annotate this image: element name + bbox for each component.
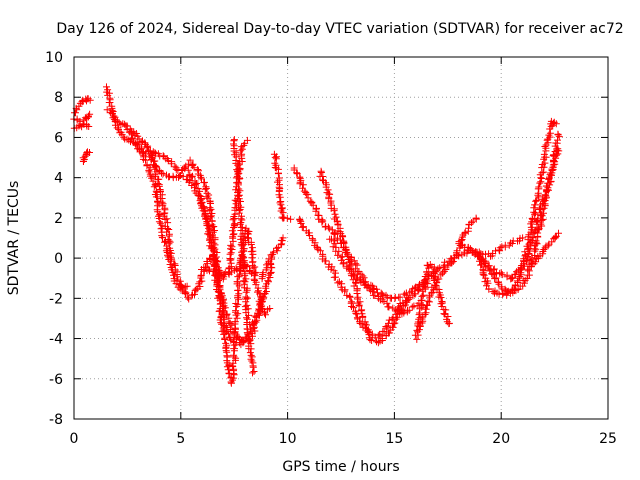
series-track-l (258, 234, 287, 283)
x-axis-label: GPS time / hours (282, 459, 399, 475)
y-tick-label: 4 (54, 171, 63, 187)
chart-title: Day 126 of 2024, Sidereal Day-to-day VTE… (56, 21, 623, 37)
y-tick-label: -2 (49, 291, 63, 307)
grid (74, 57, 608, 419)
point-marks (184, 166, 274, 387)
plot-frame (73, 56, 609, 420)
point-marks (476, 117, 560, 299)
y-tick-label: 2 (54, 211, 63, 227)
axis-ticks (73, 56, 609, 420)
point-marks (296, 215, 432, 342)
series-track-s (411, 261, 453, 343)
series-track-o (296, 215, 432, 342)
series-track-i (184, 166, 274, 387)
series-track-w (524, 229, 562, 273)
point-marks (258, 234, 287, 283)
point-marks (411, 261, 453, 343)
x-tick-label: 5 (176, 431, 185, 447)
series-track-g (122, 122, 191, 292)
y-tick-label: 10 (45, 50, 63, 66)
x-tick-label: 10 (279, 431, 297, 447)
point-marks (79, 148, 93, 165)
y-tick-labels: -8 -6 -4 -2 0 2 4 6 8 10 (45, 50, 63, 428)
x-tick-label: 15 (385, 431, 403, 447)
point-marks (524, 229, 562, 273)
x-tick-labels: 0 5 10 15 20 25 (70, 431, 617, 447)
series-track-m (270, 150, 295, 223)
series-track-v (476, 117, 560, 299)
x-tick-label: 20 (492, 431, 510, 447)
x-tick-label: 25 (599, 431, 617, 447)
point-marks (198, 259, 258, 279)
point-marks (122, 122, 191, 292)
y-tick-label: -6 (49, 372, 63, 388)
point-marks (103, 83, 276, 346)
y-tick-label: 8 (54, 90, 63, 106)
point-marks (270, 150, 295, 223)
series-track-e (103, 83, 276, 346)
series-track-j (198, 259, 258, 279)
point-marks (230, 136, 258, 377)
series-track-d (79, 148, 93, 165)
y-tick-label: -4 (49, 332, 63, 348)
y-axis-label: SDTVAR / TECUs (6, 181, 22, 296)
y-tick-label: 6 (54, 130, 63, 146)
series-track-t (455, 130, 563, 297)
series-track-p (316, 167, 412, 347)
point-marks (455, 130, 563, 297)
data-points (70, 83, 563, 387)
point-marks (316, 167, 412, 347)
series-track-k (230, 136, 258, 377)
y-tick-label: -8 (49, 412, 63, 428)
x-tick-label: 0 (70, 431, 79, 447)
y-tick-label: 0 (54, 251, 63, 267)
